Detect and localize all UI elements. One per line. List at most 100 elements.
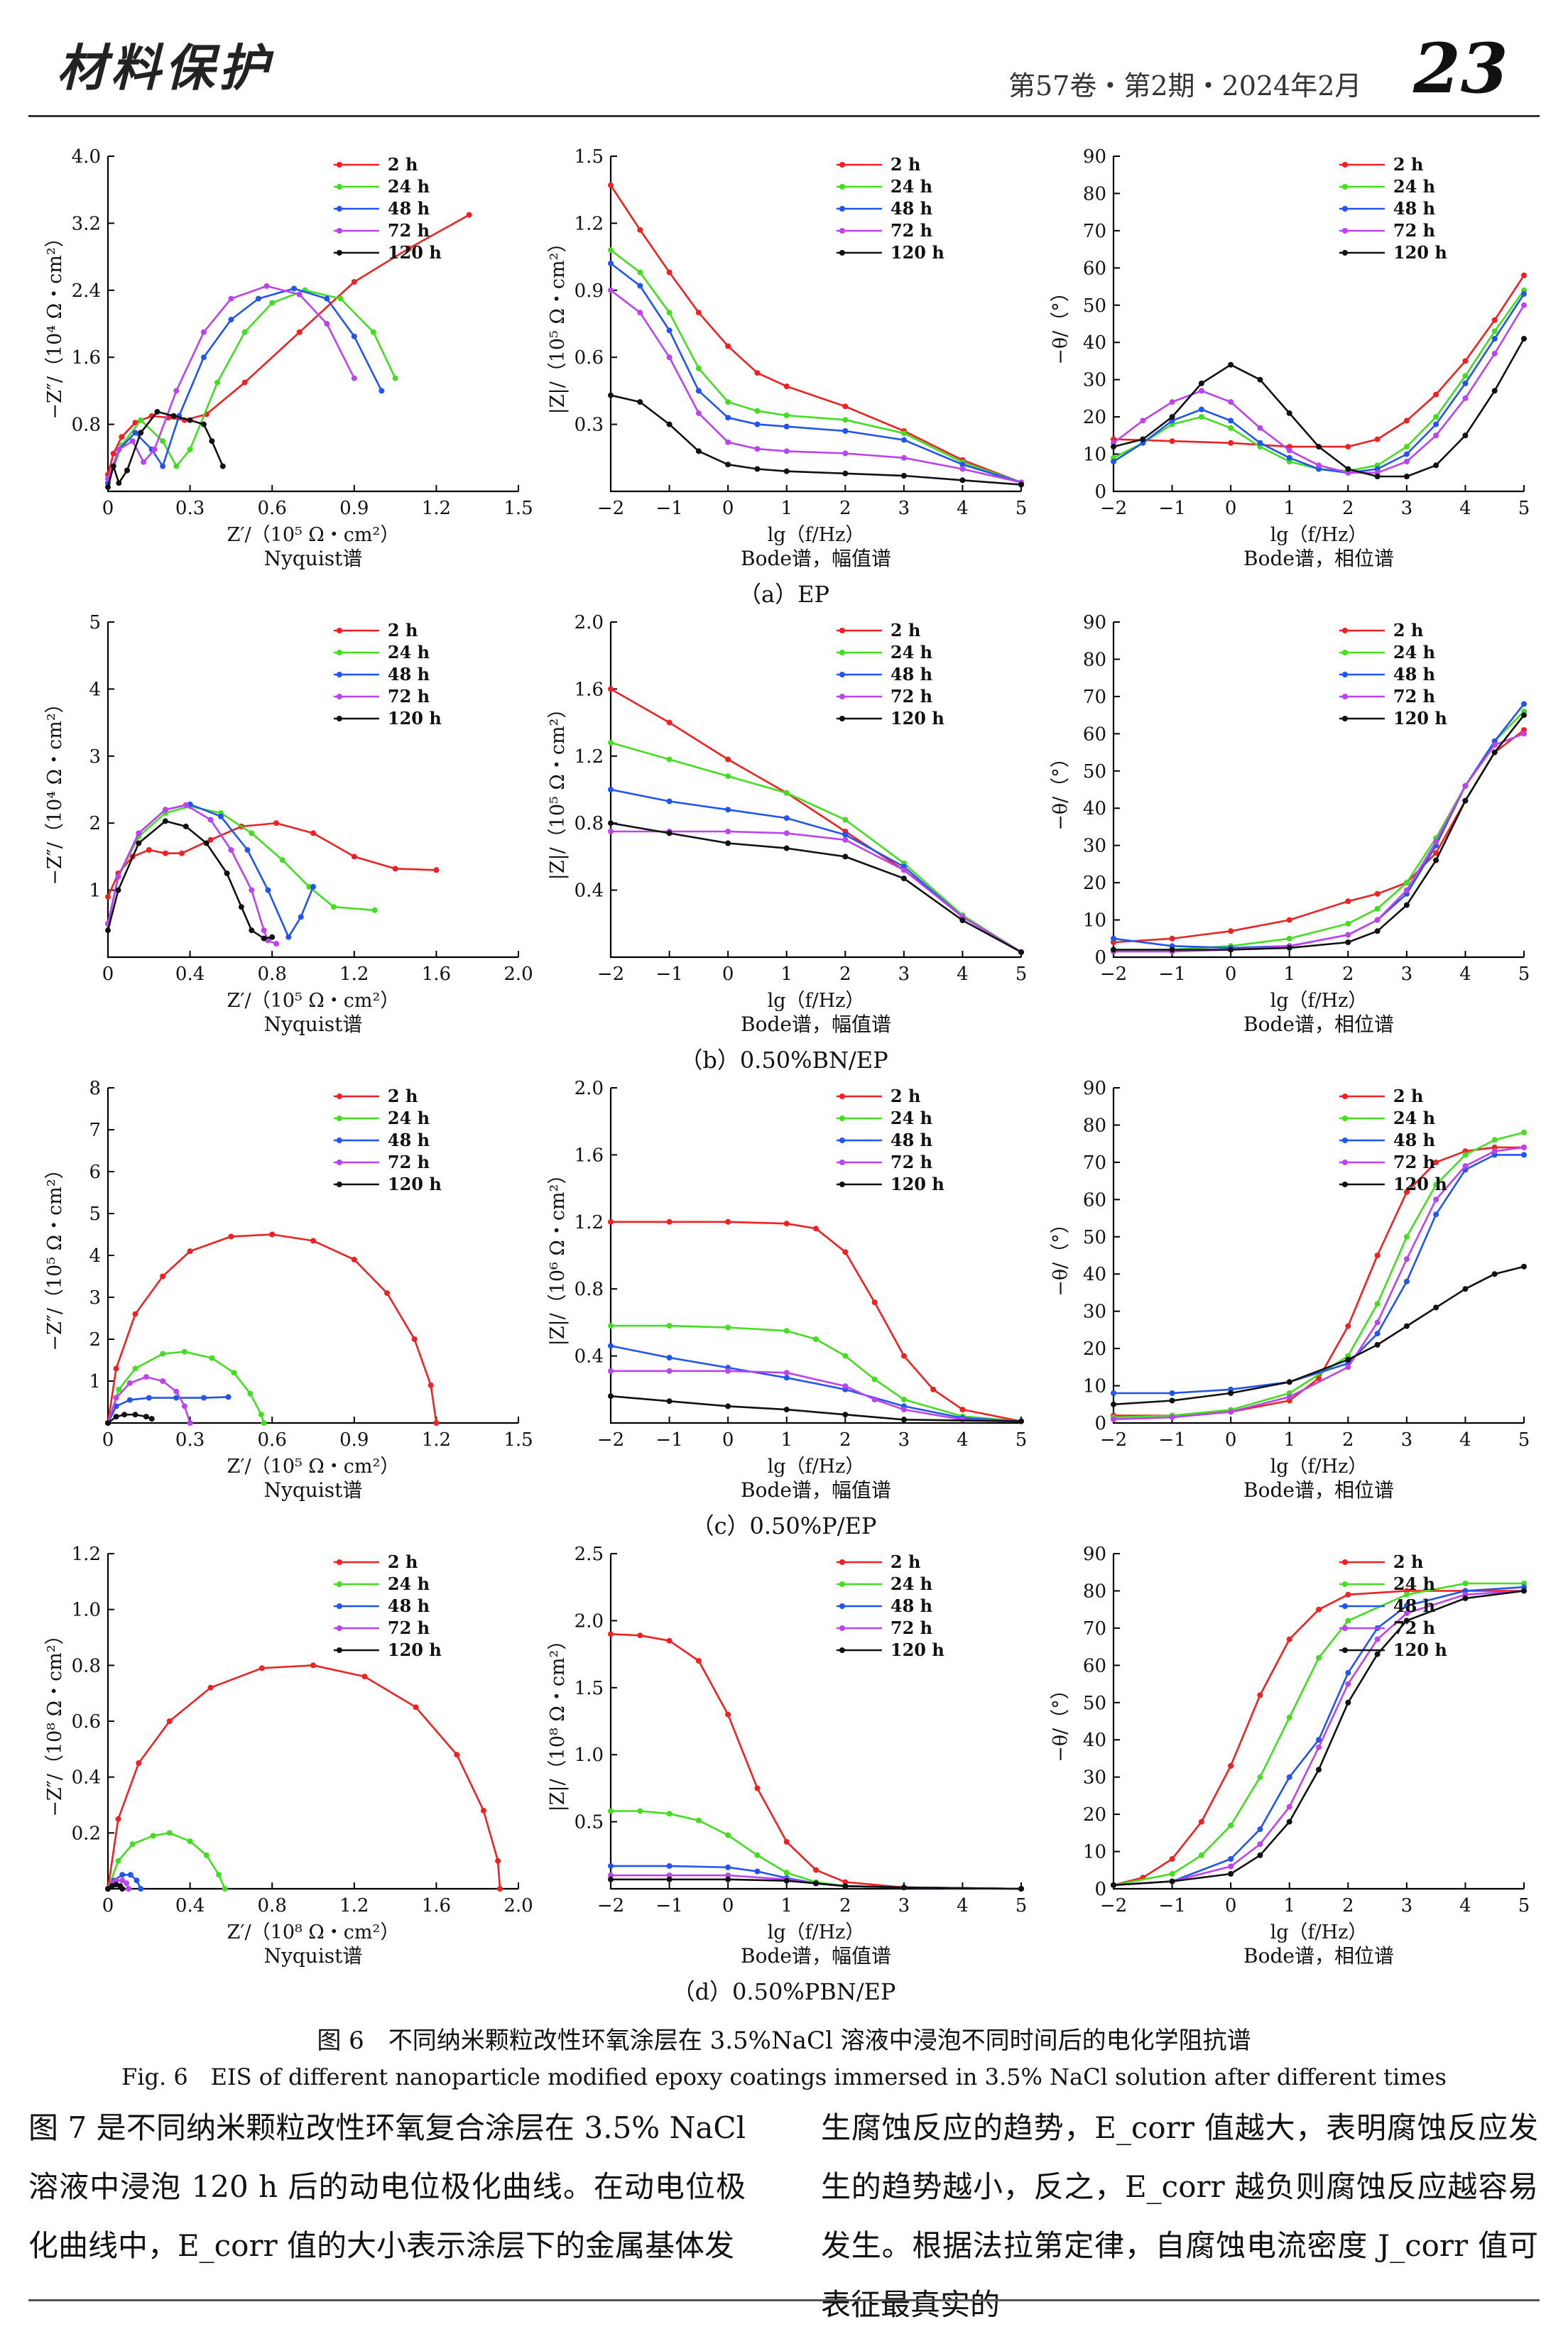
x-tick-label: 5 <box>1016 964 1028 985</box>
data-point <box>1403 1591 1410 1598</box>
data-point <box>1345 1591 1351 1598</box>
data-point <box>725 829 731 834</box>
data-point <box>1433 857 1439 863</box>
data-point <box>261 927 267 934</box>
y-tick-label: 1.2 <box>575 213 604 234</box>
data-point <box>1316 1737 1322 1743</box>
x-axis-label: lg（f/Hz） <box>1270 1921 1368 1943</box>
series-line <box>107 1233 437 1424</box>
data-point <box>110 450 116 457</box>
data-point <box>1228 440 1234 446</box>
data-point <box>666 1323 673 1329</box>
legend-marker <box>839 672 845 677</box>
data-point <box>1462 1595 1469 1601</box>
data-point <box>162 850 168 856</box>
axis-frame <box>107 1088 518 1424</box>
y-tick-label: 1.6 <box>72 347 101 369</box>
x-tick-label: 0 <box>722 964 734 985</box>
data-point <box>725 1711 731 1718</box>
data-point <box>900 1407 907 1413</box>
data-point <box>725 415 731 421</box>
data-point <box>1491 351 1498 356</box>
y-tick-label: 3 <box>89 746 101 768</box>
data-point <box>136 1760 142 1766</box>
data-point <box>1198 380 1204 386</box>
y-tick-label: 90 <box>1083 146 1106 168</box>
legend-label: 72 h <box>891 1618 932 1638</box>
footer-rule <box>28 2299 1540 2301</box>
series-line <box>1113 729 1525 944</box>
data-point <box>495 1858 501 1864</box>
legend-label: 48 h <box>388 198 430 219</box>
data-point <box>1228 1856 1234 1862</box>
y-tick-label: 0 <box>1094 1879 1106 1900</box>
data-point <box>1374 917 1381 923</box>
data-point <box>1111 444 1116 450</box>
data-point <box>608 787 614 792</box>
data-point <box>379 388 385 394</box>
y-tick-label: 1.2 <box>575 746 604 768</box>
y-tick-label: 6 <box>89 1162 101 1183</box>
x-tick-label: 1 <box>1283 1429 1295 1451</box>
data-point <box>124 1880 129 1887</box>
data-point <box>842 836 849 843</box>
data-point <box>637 227 643 233</box>
chart-a-mod: −2 −1 0 1 2 3 4 5 0.3 0.6 0.9 1.2 1.5 lg（f/Hz）Bode谱，幅… <box>547 146 1027 570</box>
data-point <box>1228 1863 1234 1870</box>
data-point <box>143 1414 149 1420</box>
data-point <box>1111 935 1116 942</box>
data-point <box>754 408 761 414</box>
data-point <box>1521 1144 1527 1150</box>
data-point <box>273 941 279 947</box>
data-point <box>249 927 255 934</box>
data-point <box>900 1417 907 1423</box>
journal-logo: 材料保护 <box>57 38 273 97</box>
legend-label: 24 h <box>1393 1108 1435 1128</box>
data-point <box>263 283 270 289</box>
data-point <box>725 1832 731 1838</box>
x-tick-label: 0.6 <box>258 498 287 519</box>
series-line <box>107 822 437 898</box>
legend-label: 48 h <box>388 1130 430 1150</box>
axis-frame <box>609 622 1021 959</box>
data-point <box>608 829 614 834</box>
data-point <box>842 1383 849 1390</box>
legend-marker <box>336 250 342 256</box>
x-tick-label: 0.9 <box>339 498 369 519</box>
legend-label: 120 h <box>388 708 442 729</box>
chart-title: Bode谱，幅值谱 <box>741 547 891 570</box>
data-point <box>1286 454 1292 461</box>
legend-label: 48 h <box>1393 198 1435 219</box>
data-point <box>330 904 337 910</box>
data-point <box>1462 782 1469 789</box>
x-tick-label: 0 <box>102 964 114 985</box>
legend-label: 48 h <box>891 1130 932 1150</box>
y-tick-label: 50 <box>1083 1693 1106 1714</box>
data-point <box>269 300 276 306</box>
data-point <box>273 820 279 827</box>
data-point <box>608 1872 614 1879</box>
data-point <box>608 1876 614 1882</box>
y-tick-label: 7 <box>89 1120 101 1141</box>
y-tick-label: 20 <box>1083 873 1106 894</box>
data-point <box>842 1412 849 1418</box>
x-tick-label: 4 <box>957 1895 969 1916</box>
data-point <box>132 430 138 436</box>
data-point <box>1198 388 1204 394</box>
x-tick-label: 3 <box>898 1429 910 1451</box>
x-tick-label: 2.0 <box>503 1895 533 1916</box>
x-tick-label: 0 <box>1225 498 1237 519</box>
data-point <box>138 430 144 436</box>
chart-title: Bode谱，相位谱 <box>1243 1013 1394 1036</box>
legend-marker <box>1341 694 1348 699</box>
series-24h <box>1111 708 1527 953</box>
y-tick-label: 1.6 <box>575 679 604 700</box>
data-point <box>1286 1804 1292 1810</box>
series-line <box>1113 1590 1524 1887</box>
series-48h <box>105 285 385 486</box>
data-point <box>1228 425 1234 431</box>
data-point <box>1462 395 1469 401</box>
data-point <box>170 413 177 419</box>
data-point <box>1345 1323 1351 1329</box>
y-tick-label: 0.4 <box>72 1767 101 1789</box>
